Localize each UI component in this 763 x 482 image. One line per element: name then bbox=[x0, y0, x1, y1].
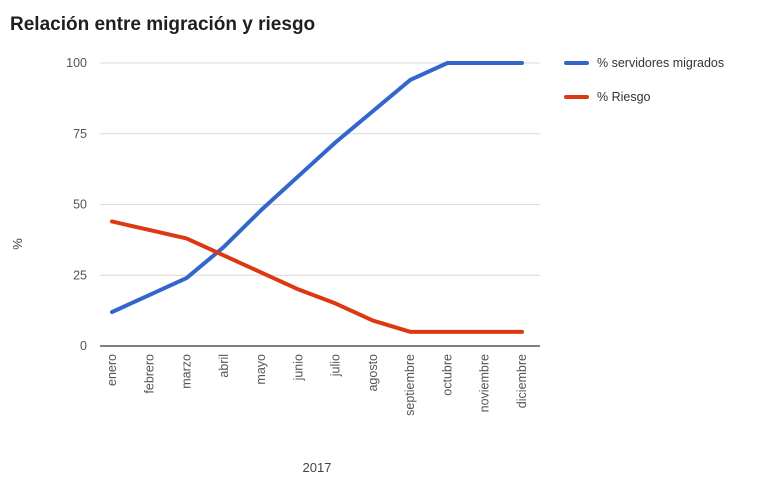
y-tick-label: 100 bbox=[66, 56, 87, 70]
series-lines bbox=[112, 63, 522, 332]
x-tick-label: junio bbox=[291, 354, 305, 381]
series-line-1 bbox=[112, 221, 522, 331]
x-tick-label: agosto bbox=[366, 354, 380, 392]
x-tick-label: diciembre bbox=[515, 354, 529, 408]
x-tick-label: septiembre bbox=[403, 354, 417, 416]
x-tick-label: marzo bbox=[180, 354, 194, 389]
x-axis-label: 2017 bbox=[303, 460, 332, 475]
legend-label: % servidores migrados bbox=[597, 56, 724, 70]
gridlines bbox=[100, 63, 540, 346]
x-tick-label: octubre bbox=[440, 354, 454, 396]
y-axis-ticks: 0 25 50 75 100 bbox=[66, 56, 87, 353]
x-tick-label: abril bbox=[217, 354, 231, 378]
series-line-0 bbox=[112, 63, 522, 312]
chart-title: Relación entre migración y riesgo bbox=[10, 14, 315, 35]
x-tick-label: noviembre bbox=[478, 354, 492, 412]
x-tick-label: enero bbox=[105, 354, 119, 386]
x-tick-label: julio bbox=[329, 354, 343, 377]
legend: % servidores migrados % Riesgo bbox=[566, 56, 724, 104]
x-axis-ticks: enero febrero marzo abril mayo junio julio agos… bbox=[105, 354, 529, 416]
y-tick-label: 25 bbox=[73, 268, 87, 282]
x-tick-label: mayo bbox=[254, 354, 268, 385]
y-tick-label: 50 bbox=[73, 198, 87, 212]
legend-label: % Riesgo bbox=[597, 90, 651, 104]
y-tick-label: 0 bbox=[80, 339, 87, 353]
y-tick-label: 75 bbox=[73, 127, 87, 141]
x-tick-label: febrero bbox=[142, 354, 156, 394]
y-axis-label: % bbox=[10, 238, 25, 250]
